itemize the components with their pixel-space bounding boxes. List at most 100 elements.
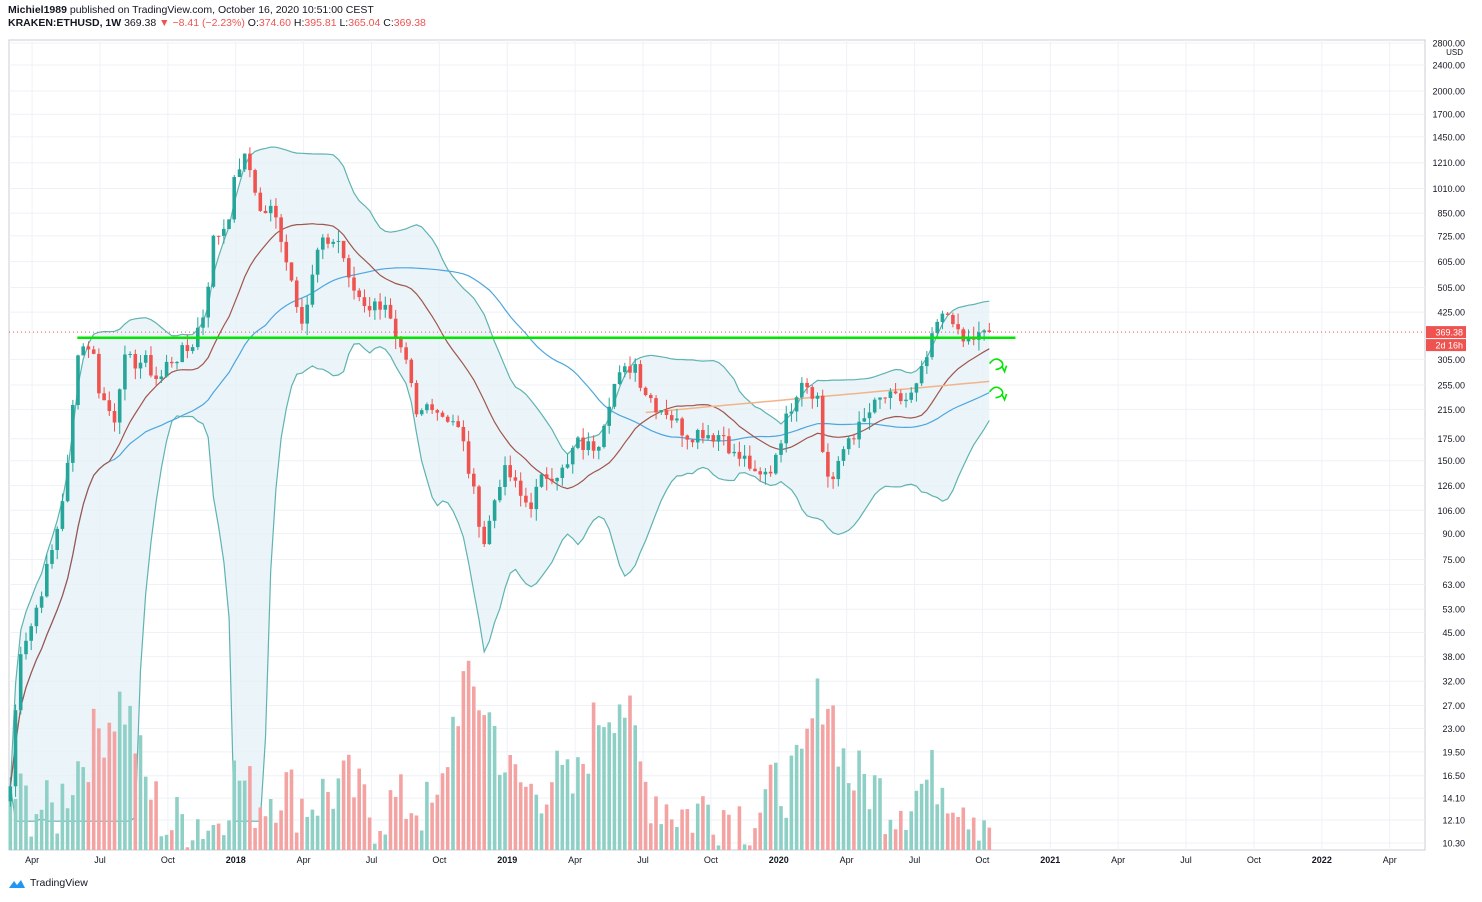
x-tick-label: Apr (840, 855, 854, 865)
volume-bar (899, 810, 903, 850)
volume-bar (498, 774, 502, 850)
open-value: 374.60 (258, 17, 291, 29)
volume-bar (232, 760, 236, 850)
author-name[interactable]: Michiel1989 (8, 4, 67, 16)
candle-body (690, 439, 695, 443)
volume-bar (248, 766, 252, 850)
high-value: 395.81 (304, 17, 337, 29)
volume-bar (393, 796, 398, 850)
volume-bar (445, 767, 450, 850)
candle-body (227, 219, 231, 229)
bollinger-upper-line (9, 146, 990, 787)
candle-body (341, 240, 346, 259)
candle-body (716, 435, 721, 442)
volume-bar (430, 802, 434, 850)
y-tick-label: 605.00 (1437, 257, 1465, 267)
volume-bar (341, 760, 346, 850)
x-tick-label: 2022 (1312, 855, 1332, 865)
volume-bar (768, 764, 773, 850)
candle-body (727, 436, 731, 454)
x-tick-label: Oct (161, 855, 176, 865)
candle-body (784, 413, 788, 444)
volume-bar (461, 671, 466, 850)
candle-body (940, 313, 945, 322)
candle-body (373, 301, 377, 311)
candle-body (695, 430, 700, 443)
volume-bar (529, 783, 533, 850)
candle-body (55, 528, 59, 550)
candle-body (60, 501, 65, 529)
volume-bar (440, 773, 445, 850)
candle-body (706, 435, 710, 439)
volume-bar (222, 835, 226, 850)
volume-bar (8, 792, 13, 850)
brand-footer[interactable]: TradingView (8, 877, 88, 889)
volume-bar (268, 799, 273, 850)
volume-bar (951, 812, 955, 850)
volume-bar (878, 778, 882, 850)
y-tick-label: 32.00 (1442, 677, 1465, 687)
candle-body (430, 404, 434, 410)
candle-body (154, 375, 158, 379)
volume-bar (128, 705, 132, 850)
volume-bar (175, 797, 179, 850)
volume-bar (102, 757, 106, 850)
volume-bar (675, 827, 679, 850)
candle-body (836, 460, 841, 480)
candle-body (872, 399, 877, 413)
volume-bar (883, 834, 887, 850)
candle-body (867, 412, 872, 419)
volume-bar (97, 728, 101, 850)
down-arrow-icon: ▼ (159, 17, 170, 29)
y-tick-label: 23.00 (1442, 724, 1465, 734)
candle-body (399, 337, 403, 348)
volume-bar (742, 844, 747, 850)
candle-body (846, 438, 851, 450)
x-tick-label: Jul (94, 855, 106, 865)
volume-bar (831, 705, 835, 850)
candle-body (29, 626, 33, 641)
y-tick-label: 175.00 (1437, 434, 1465, 444)
candle-body (805, 382, 809, 388)
volume-bar (71, 795, 75, 850)
volume-bar (466, 660, 471, 850)
volume-bar (18, 773, 23, 850)
volume-bar (695, 803, 700, 850)
candle-body (175, 362, 179, 364)
high-label: H: (293, 17, 305, 29)
open-label: O: (247, 17, 259, 29)
volume-bar (435, 794, 440, 850)
volume-bar (607, 722, 611, 850)
close-label: C: (383, 17, 394, 29)
candle-body (258, 192, 263, 211)
candle-body (128, 354, 132, 355)
candle-body (508, 465, 512, 478)
candle-body (170, 361, 174, 364)
volume-bar (91, 708, 96, 850)
candle-body (91, 349, 96, 354)
candle-body (112, 411, 117, 423)
volume-bar (404, 818, 408, 850)
volume-bar (196, 819, 200, 850)
candle-body (86, 346, 91, 350)
volume-bar (336, 778, 341, 850)
candle-body (409, 359, 414, 383)
volume-bar (815, 678, 820, 850)
x-tick-label: Apr (1383, 855, 1397, 865)
x-tick-label: Apr (1111, 855, 1125, 865)
candle-body (586, 441, 591, 450)
symbol-line: KRAKEN:ETHUSD, 1W 369.38 ▼ −8.41 (−2.23%… (8, 17, 426, 29)
volume-bar (524, 786, 528, 850)
candle-body (685, 435, 690, 440)
volume-bar (862, 774, 867, 850)
candle-body (45, 563, 49, 597)
y-tick-label: 90.00 (1442, 529, 1465, 539)
y-tick-label: 2400.00 (1432, 61, 1465, 71)
candle-body (39, 596, 44, 608)
x-tick-label: Oct (704, 855, 719, 865)
candle-body (956, 324, 960, 330)
x-tick-label: Jul (1180, 855, 1192, 865)
volume-bar (977, 840, 981, 850)
volume-bar (503, 772, 507, 850)
